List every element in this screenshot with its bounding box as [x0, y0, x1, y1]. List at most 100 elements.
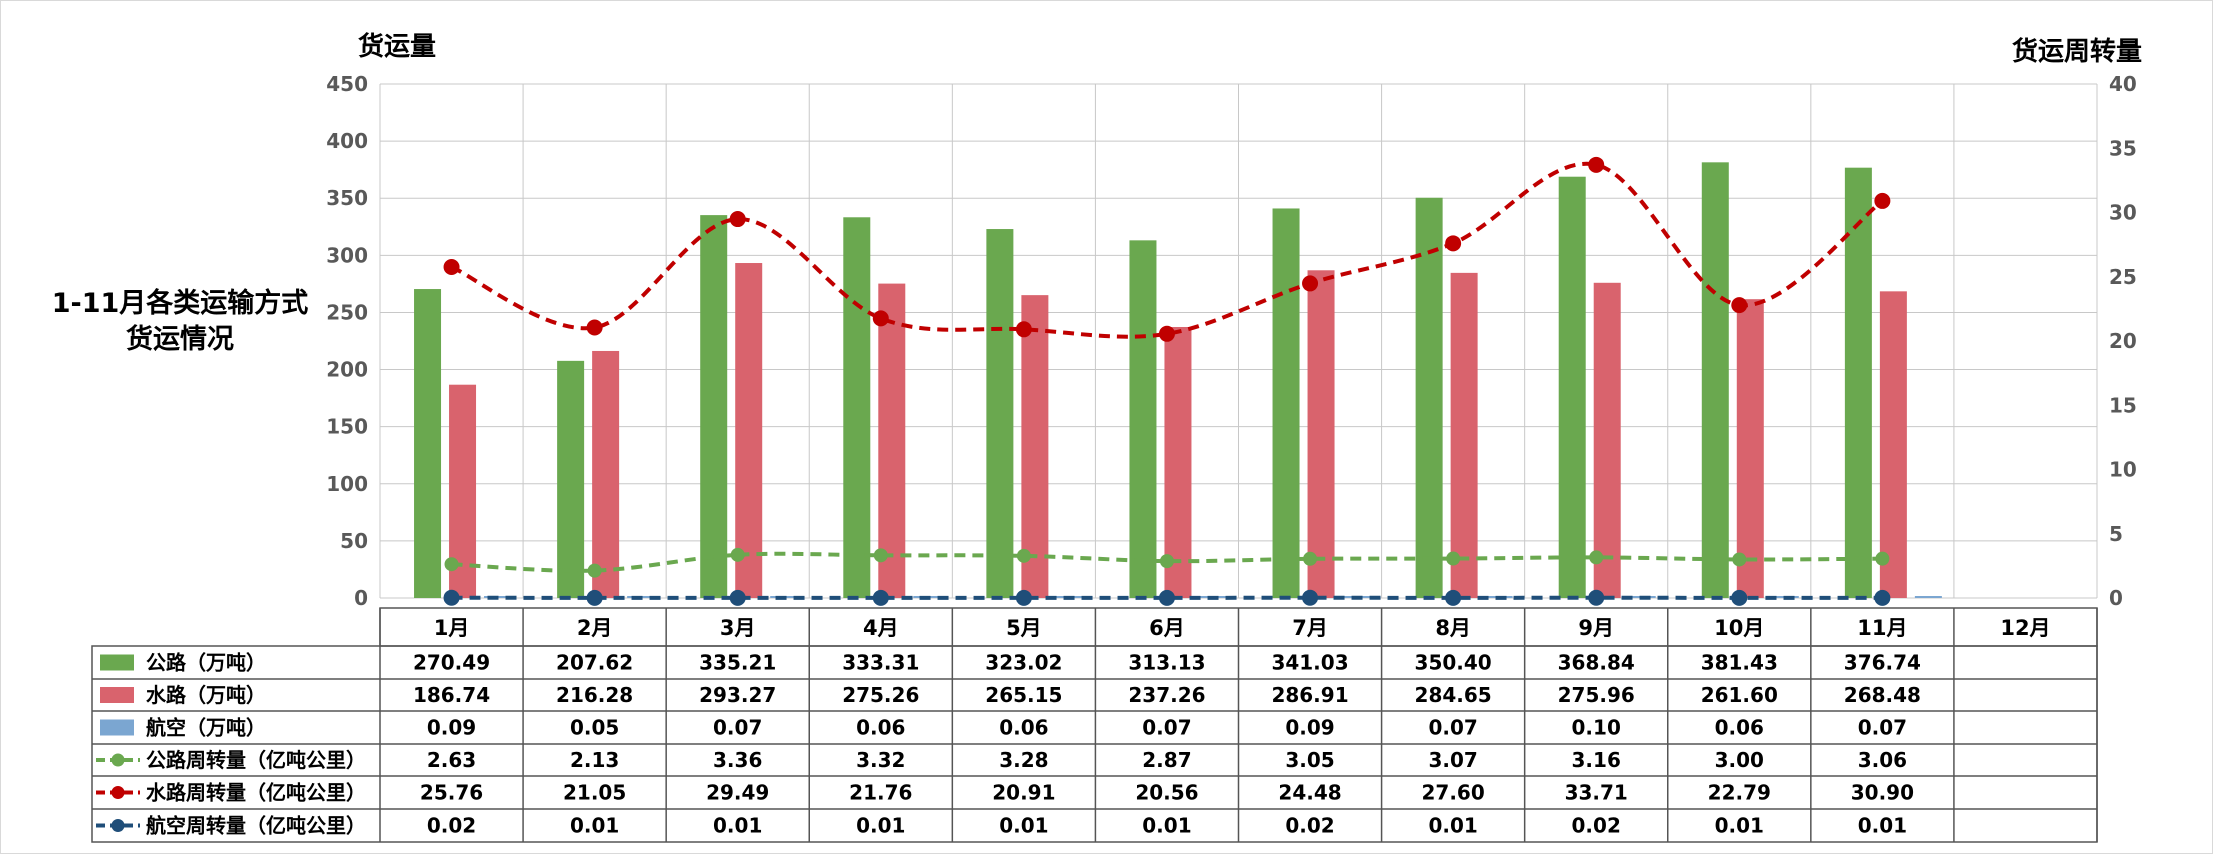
data-table-cell: 0.02: [1572, 814, 1621, 838]
legend-series-name: 航空（万吨）: [146, 716, 266, 740]
data-table-cell: 333.31: [842, 651, 919, 675]
bar: [1701, 162, 1729, 598]
data-point: [587, 563, 602, 578]
data-table-cell: 0.02: [1285, 814, 1334, 838]
data-table-cell: 29.49: [706, 781, 769, 805]
data-point: [1303, 551, 1318, 566]
data-point: [443, 258, 460, 275]
bar: [700, 215, 728, 598]
x-axis-category-label: 7月: [1292, 616, 1328, 640]
data-point: [586, 589, 603, 606]
x-axis-category-label: 6月: [1149, 616, 1185, 640]
data-table-cell: 268.48: [1844, 683, 1921, 707]
data-table-cell: 0.06: [856, 716, 905, 740]
bar: [878, 283, 906, 598]
bar: [1736, 299, 1764, 598]
data-table-cell: 275.96: [1558, 683, 1635, 707]
legend-key-bar: [100, 719, 134, 736]
data-point: [1445, 235, 1462, 252]
data-table-cell: 284.65: [1415, 683, 1492, 707]
bar: [1914, 596, 1942, 598]
right-axis-tick-label: 35: [2109, 136, 2137, 160]
bar: [1450, 272, 1478, 598]
legend-key-bar: [100, 687, 134, 703]
left-axis-title: 货运量: [358, 32, 437, 62]
data-point: [586, 319, 603, 336]
data-point: [1731, 589, 1748, 606]
data-point: [1731, 297, 1748, 314]
data-table-cell: 186.74: [413, 683, 490, 707]
data-table-cell: 335.21: [699, 651, 776, 675]
data-table-cell: 265.15: [985, 683, 1062, 707]
data-table-cell: 0.09: [427, 716, 476, 740]
data-table-cell: 20.91: [992, 781, 1055, 805]
left-axis-tick-label: 250: [326, 300, 368, 324]
data-table-cell: 0.07: [713, 716, 762, 740]
left-axis-tick-label: 200: [326, 358, 368, 382]
data-point: [443, 589, 460, 606]
bar: [1272, 208, 1300, 598]
right-axis-tick-label: 40: [2109, 72, 2137, 96]
data-table-cell: 0.07: [1142, 716, 1191, 740]
data-table-cell: 323.02: [985, 651, 1062, 675]
bar: [557, 360, 585, 598]
left-axis-tick-label: 100: [326, 472, 368, 496]
x-axis-category-label: 8月: [1435, 616, 1471, 640]
data-point: [1588, 156, 1605, 173]
data-table-cell: 0.06: [1715, 716, 1764, 740]
data-table-cell: 33.71: [1565, 781, 1628, 805]
data-point: [729, 211, 746, 228]
side-title-line2: 货运情况: [126, 324, 234, 355]
right-axis-tick-label: 5: [2109, 522, 2123, 546]
data-table-cell: 3.32: [856, 748, 905, 772]
left-axis-tick-label: 450: [326, 72, 368, 96]
legend-series-name: 水路（万吨）: [146, 683, 266, 707]
data-table-cell: 21.05: [563, 781, 626, 805]
side-title: 1-11月各类运输方式 货运情况: [20, 286, 340, 358]
x-axis-category-label: 3月: [720, 616, 756, 640]
left-axis-tick-label: 0: [354, 586, 368, 610]
data-table-cell: 0.07: [1428, 716, 1477, 740]
data-table-cell: 25.76: [420, 781, 483, 805]
data-table-cell: 381.43: [1701, 651, 1778, 675]
left-axis-tick-label: 300: [326, 243, 368, 267]
data-point: [1159, 554, 1174, 569]
bar: [1593, 282, 1621, 598]
data-table-cell: 0.01: [1715, 814, 1764, 838]
data-table-cell: 0.07: [1858, 716, 1907, 740]
data-table-cell: 30.90: [1851, 781, 1914, 805]
right-axis-tick-label: 25: [2109, 265, 2137, 289]
data-table-cell: 3.05: [1285, 748, 1334, 772]
data-point: [1302, 589, 1319, 606]
side-title-line1: 1-11月各类运输方式: [51, 288, 309, 319]
data-point: [1015, 321, 1032, 338]
data-table-cell: 0.09: [1285, 716, 1334, 740]
data-table-cell: 24.48: [1278, 781, 1341, 805]
data-table-cell: 2.63: [427, 748, 476, 772]
legend-series-name: 水路周转量（亿吨公里）: [146, 781, 366, 805]
bar: [1558, 176, 1586, 598]
data-point: [872, 310, 889, 327]
data-point: [1589, 550, 1604, 565]
data-point: [730, 547, 745, 562]
data-table-cell: 0.01: [1428, 814, 1477, 838]
series-line: [451, 551, 1883, 573]
data-table-cell: 0.01: [1858, 814, 1907, 838]
x-axis-category-label: 9月: [1578, 616, 1614, 640]
data-table-cell: 3.16: [1572, 748, 1621, 772]
data-table-cell: 21.76: [849, 781, 912, 805]
bar: [1879, 291, 1907, 598]
data-point: [444, 557, 459, 572]
data-table-cell: 20.56: [1135, 781, 1198, 805]
left-axis-tick-label: 350: [326, 186, 368, 210]
data-table-cell: 3.00: [1715, 748, 1764, 772]
bar: [414, 289, 442, 598]
data-table-cell: 313.13: [1128, 651, 1205, 675]
data-table-cell: 368.84: [1558, 651, 1635, 675]
data-point: [873, 548, 888, 563]
data-table-cell: 0.02: [427, 814, 476, 838]
bar: [843, 217, 871, 599]
data-table-cell: 3.36: [713, 748, 762, 772]
data-point: [1016, 548, 1031, 563]
